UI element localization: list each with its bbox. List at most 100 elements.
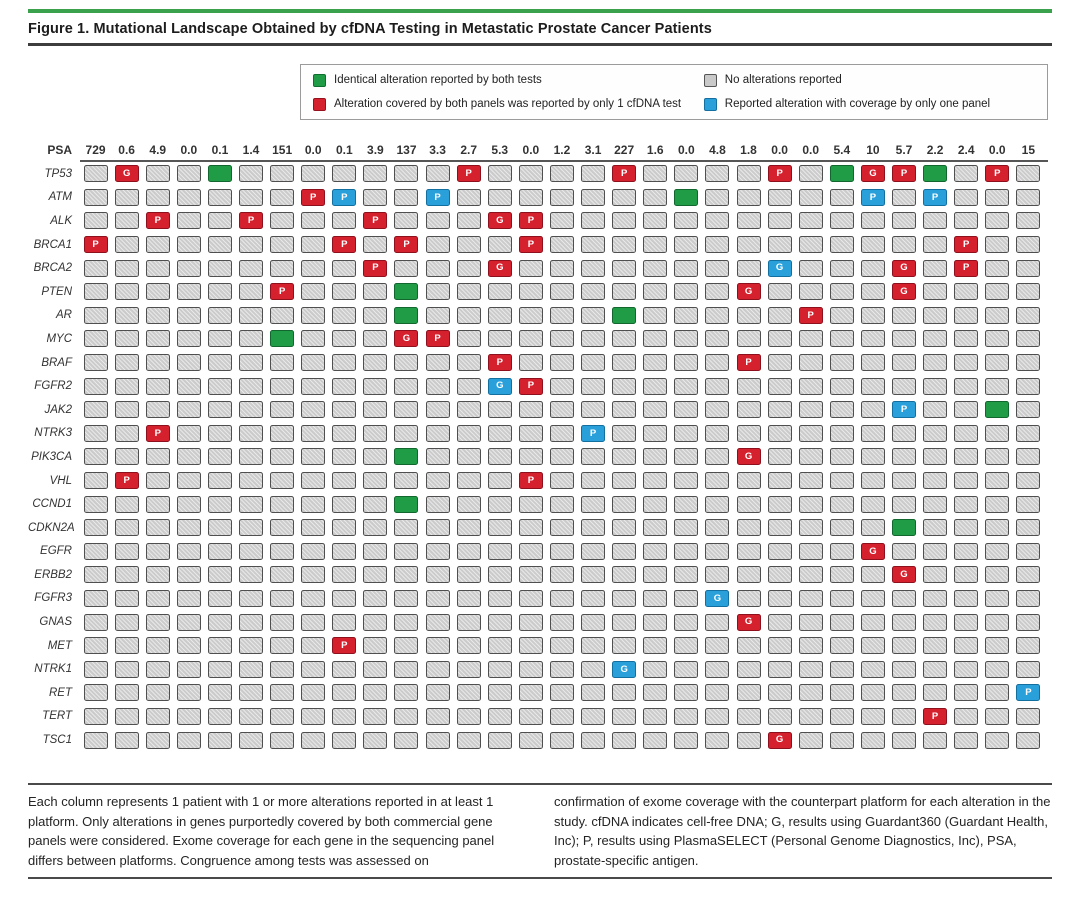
cell-slot bbox=[888, 660, 919, 678]
cell-slot bbox=[422, 259, 453, 277]
cell-slot: G bbox=[888, 283, 919, 301]
cell-slot: P bbox=[764, 165, 795, 183]
mutation-cell-pik3ca-col31 bbox=[1016, 448, 1041, 466]
mutation-cell-tp53-col21 bbox=[705, 165, 730, 183]
cell-slot bbox=[795, 707, 826, 725]
cell-slot bbox=[453, 448, 484, 466]
cell-slot bbox=[609, 472, 640, 490]
psa-value-col-8: 0.0 bbox=[298, 143, 329, 157]
mutation-cell-tert-col3 bbox=[145, 707, 170, 725]
cell-slot bbox=[702, 283, 733, 301]
cell-slot bbox=[671, 495, 702, 513]
cell-slot: P bbox=[951, 259, 982, 277]
mutation-cell-alk-col28 bbox=[923, 212, 948, 230]
cell-slot bbox=[360, 236, 391, 254]
mutation-cell-ar-col12 bbox=[425, 306, 450, 324]
cell-slot bbox=[80, 377, 111, 395]
mutation-cell-fgfr2-col13 bbox=[456, 377, 481, 395]
cell-slot bbox=[888, 731, 919, 749]
mutation-cell-alk-col3: P bbox=[145, 212, 170, 230]
cell-slot bbox=[391, 684, 422, 702]
gene-row-met: MET P bbox=[28, 634, 1052, 658]
mutation-cell-gnas-col12 bbox=[425, 613, 450, 631]
cell-slot bbox=[329, 613, 360, 631]
mutation-cell-ar-col31 bbox=[1016, 306, 1041, 324]
mutation-cell-atm-col6 bbox=[239, 188, 264, 206]
mutation-cell-pten-col24 bbox=[798, 283, 823, 301]
mutation-cell-pten-col15 bbox=[518, 283, 543, 301]
cell-slot: P bbox=[795, 306, 826, 324]
cell-letter: P bbox=[341, 191, 348, 203]
mutation-cell-brca2-col6 bbox=[239, 259, 264, 277]
mutation-cell-braf-col9 bbox=[332, 354, 357, 372]
mutation-cell-egfr-col25 bbox=[829, 542, 854, 560]
cell-slot bbox=[640, 472, 671, 490]
cell-slot bbox=[360, 188, 391, 206]
mutation-cell-tsc1-col23: G bbox=[767, 731, 792, 749]
cell-slot bbox=[329, 401, 360, 419]
cell-slot bbox=[857, 330, 888, 348]
cell-slot bbox=[453, 542, 484, 560]
cell-slot bbox=[204, 495, 235, 513]
mutation-cell-brca2-col19 bbox=[643, 259, 668, 277]
cell-slot bbox=[640, 259, 671, 277]
psa-value: 3.1 bbox=[584, 142, 602, 157]
psa-value-col-18: 227 bbox=[609, 143, 640, 157]
mutation-cell-braf-col19 bbox=[643, 354, 668, 372]
mutation-cell-brca1-col1: P bbox=[83, 236, 108, 254]
mutation-cell-tsc1-col25 bbox=[829, 731, 854, 749]
cell-slot bbox=[857, 236, 888, 254]
cell-slot bbox=[453, 188, 484, 206]
mutation-cell-ar-col28 bbox=[923, 306, 948, 324]
mutation-cell-braf-col26 bbox=[860, 354, 885, 372]
mutation-cell-jak2-col29 bbox=[954, 401, 979, 419]
mutation-cell-gnas-col22: G bbox=[736, 613, 761, 631]
gene-label: RET bbox=[49, 686, 72, 699]
mutation-cell-met-col23 bbox=[767, 637, 792, 655]
cell-slot bbox=[111, 542, 142, 560]
cell-slot bbox=[609, 212, 640, 230]
cell-slot bbox=[982, 472, 1013, 490]
mutation-cell-pik3ca-col19 bbox=[643, 448, 668, 466]
cell-slot bbox=[267, 401, 298, 419]
psa-value: 4.9 bbox=[149, 142, 167, 157]
cell-slot bbox=[391, 519, 422, 537]
cell-slot bbox=[360, 731, 391, 749]
mutation-cell-tert-col5 bbox=[207, 707, 232, 725]
psa-value-col-4: 0.0 bbox=[173, 143, 204, 157]
mutation-cell-tert-col10 bbox=[363, 707, 388, 725]
mutation-cell-braf-col17 bbox=[581, 354, 606, 372]
mutation-cell-vhl-col24 bbox=[798, 472, 823, 490]
mutation-cell-brca2-col11 bbox=[394, 259, 419, 277]
cell-slot bbox=[733, 495, 764, 513]
mutation-cell-tsc1-col7 bbox=[270, 731, 295, 749]
cell-slot bbox=[298, 519, 329, 537]
mutation-cell-fgfr2-col24 bbox=[798, 377, 823, 395]
cell-slot bbox=[764, 306, 795, 324]
cell-slot bbox=[857, 283, 888, 301]
cell-slot bbox=[267, 188, 298, 206]
cell-slot bbox=[857, 613, 888, 631]
cell-slot bbox=[391, 731, 422, 749]
mutation-cell-ntrk3-col18 bbox=[612, 424, 637, 442]
mutation-cell-atm-col22 bbox=[736, 188, 761, 206]
mutation-cell-egfr-col29 bbox=[954, 542, 979, 560]
cell-slot bbox=[267, 707, 298, 725]
cell-slot: P bbox=[920, 188, 951, 206]
psa-value-col-9: 0.1 bbox=[329, 143, 360, 157]
mutation-cell-gnas-col8 bbox=[301, 613, 326, 631]
mutation-cell-ntrk1-col7 bbox=[270, 660, 295, 678]
psa-header-label: PSA bbox=[47, 142, 72, 157]
psa-value: 0.0 bbox=[677, 142, 695, 157]
mutation-cell-jak2-col19 bbox=[643, 401, 668, 419]
mutation-cell-ccnd1-col14 bbox=[487, 495, 512, 513]
cell-slot bbox=[764, 448, 795, 466]
mutation-cell-erbb2-col18 bbox=[612, 566, 637, 584]
mutation-cell-alk-col22 bbox=[736, 212, 761, 230]
cell-slot bbox=[795, 495, 826, 513]
cell-slot bbox=[795, 731, 826, 749]
cell-slot bbox=[80, 495, 111, 513]
mutation-cell-alk-col19 bbox=[643, 212, 668, 230]
cell-slot bbox=[80, 566, 111, 584]
mutation-cell-pik3ca-col27 bbox=[891, 448, 916, 466]
